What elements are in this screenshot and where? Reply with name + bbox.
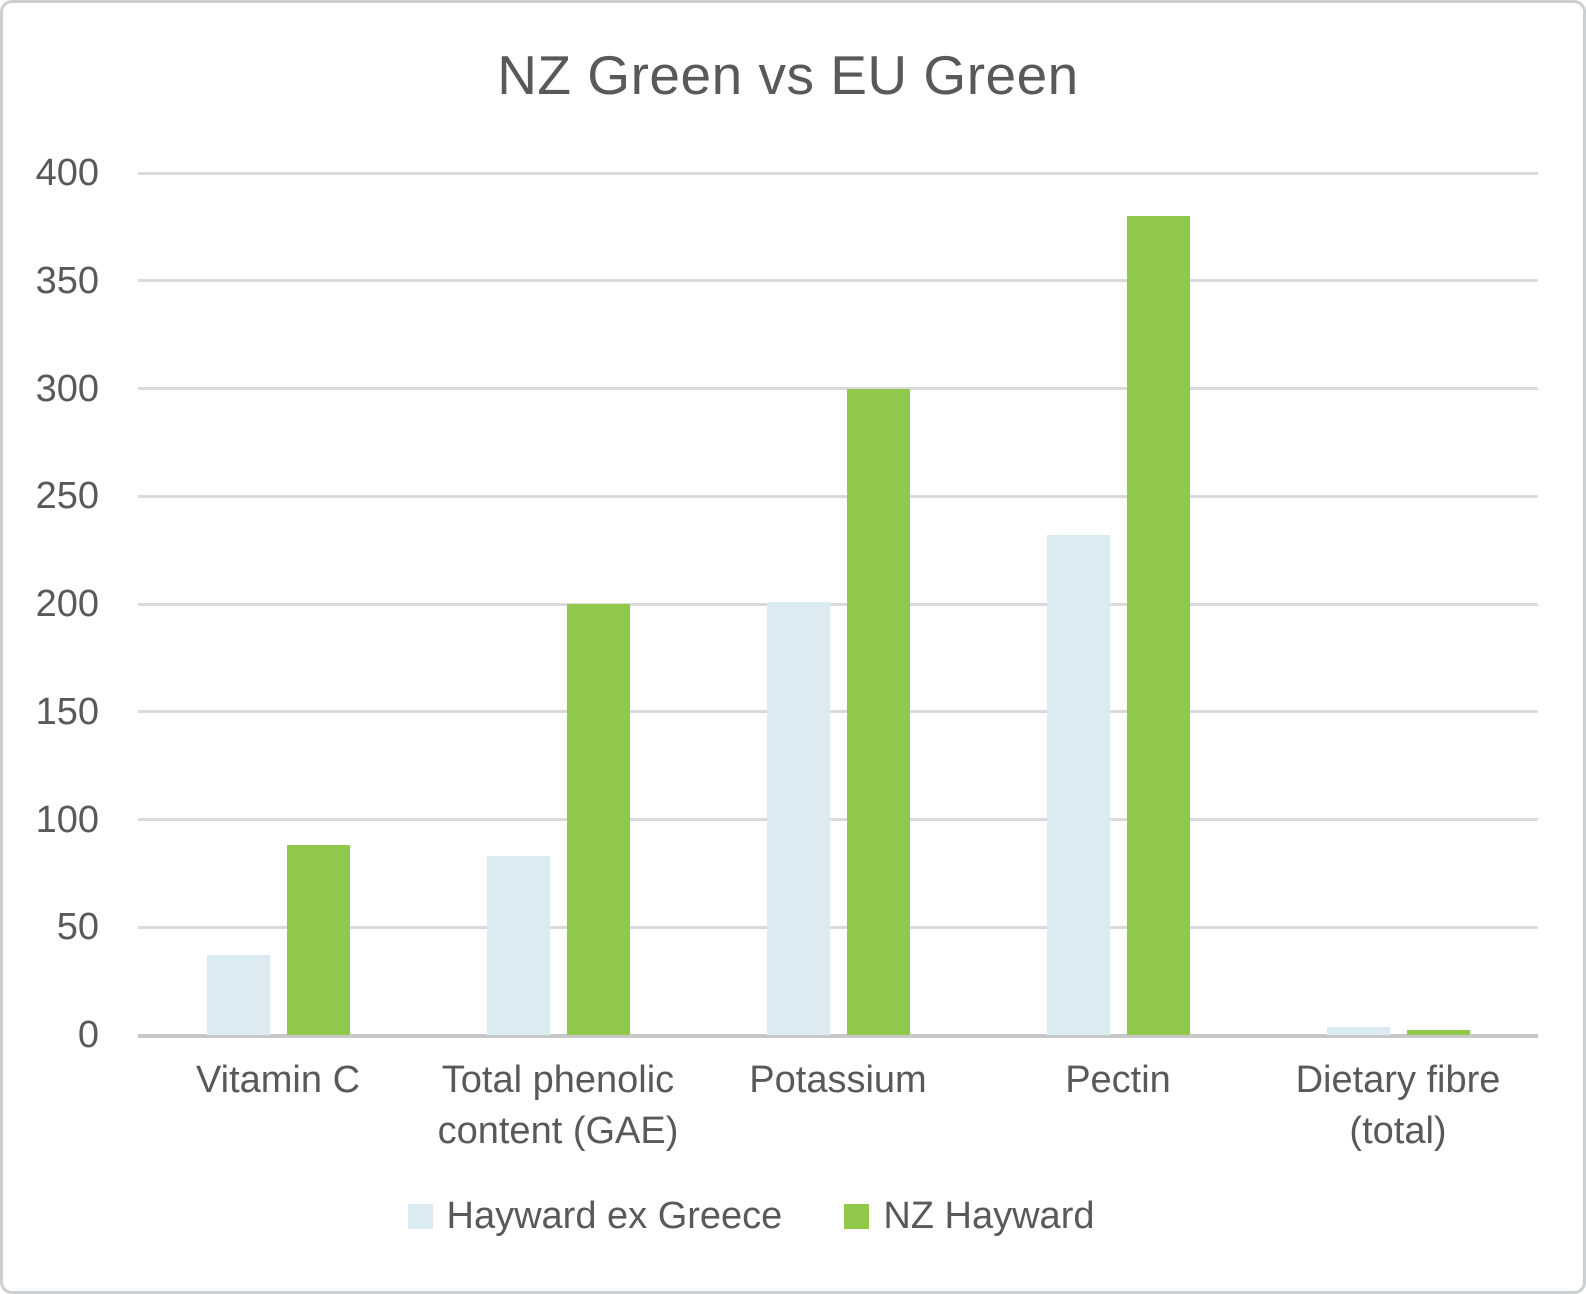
chart-title: NZ Green vs EU Green: [497, 44, 1079, 106]
legend-swatch-hayward-ex-greece: [407, 1204, 433, 1229]
x-axis-category-label: Dietary fibre (total): [1295, 1059, 1501, 1152]
y-axis-tick-label: 400: [35, 152, 99, 194]
y-axis-tick-label: 200: [35, 583, 99, 625]
y-axis-tick-label: 50: [56, 906, 99, 949]
gridline: [138, 818, 1538, 821]
legend-item: NZ Hayward: [844, 1195, 1094, 1238]
y-axis-tick-label: 250: [35, 475, 99, 518]
bar-hayward-ex-greece: [486, 856, 550, 1035]
x-axis-line: [138, 1034, 1538, 1038]
bar-nz-hayward: [1126, 216, 1190, 1035]
bar-nz-hayward: [1406, 1029, 1470, 1035]
y-axis-tick-label: 150: [35, 690, 99, 733]
y-axis-tick-label: 100: [35, 798, 99, 841]
bar-hayward-ex-greece: [1326, 1027, 1390, 1035]
gridline: [138, 710, 1538, 714]
bar-hayward-ex-greece: [1046, 535, 1110, 1035]
bar-hayward-ex-greece: [766, 601, 830, 1035]
bar-nz-hayward: [286, 845, 350, 1035]
x-axis-category-label: Total phenolic content (GAE): [437, 1059, 679, 1152]
x-axis-category-label: Vitamin C: [195, 1059, 361, 1101]
bar-nz-hayward: [846, 388, 910, 1035]
legend: Hayward ex Greece NZ Hayward: [3, 1195, 1544, 1238]
gridline: [138, 171, 1538, 175]
bar-hayward-ex-greece: [206, 955, 270, 1035]
gridline: [138, 494, 1538, 498]
gridline: [138, 602, 1538, 606]
gridline: [138, 925, 1538, 929]
y-axis-tick-label: 0: [77, 1014, 99, 1056]
gridline: [138, 387, 1538, 390]
bar-nz-hayward: [566, 604, 630, 1035]
legend-item: Hayward ex Greece: [407, 1195, 783, 1238]
legend-label: NZ Hayward: [883, 1195, 1095, 1237]
x-axis-category-label: Pectin: [1065, 1059, 1171, 1101]
legend-label: Hayward ex Greece: [446, 1195, 783, 1237]
x-axis-category-label: Potassium: [749, 1059, 927, 1101]
gridline: [138, 279, 1538, 283]
legend-swatch-nz-hayward: [844, 1204, 870, 1229]
y-axis-tick-label: 350: [35, 259, 99, 302]
y-axis-tick-label: 300: [35, 367, 99, 410]
